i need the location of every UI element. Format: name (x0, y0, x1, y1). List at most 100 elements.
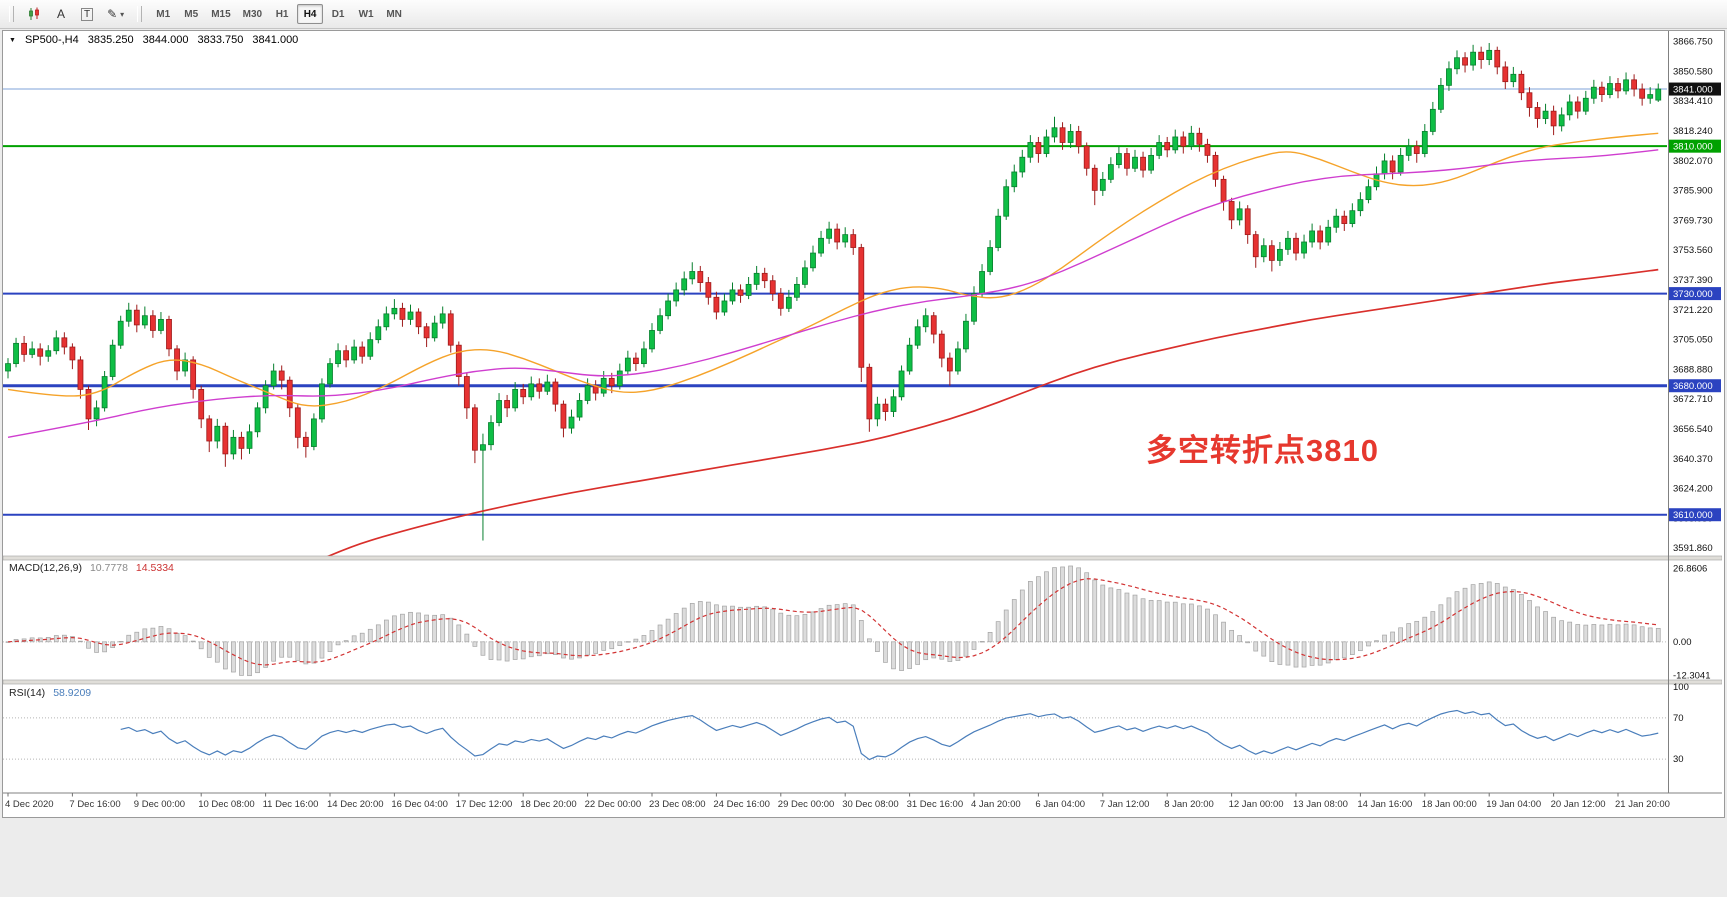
macd-histogram-bar (61, 634, 67, 643)
macd-histogram-bar (182, 635, 188, 643)
candle (101, 370, 108, 412)
toolbar-grip[interactable] (9, 6, 14, 22)
timeframe-button-m30[interactable]: M30 (238, 4, 267, 24)
candle (1003, 179, 1010, 220)
macd-histogram-bar (1140, 598, 1146, 643)
macd-histogram-bar (303, 641, 309, 665)
macd-histogram-bar (480, 641, 486, 656)
candle (1438, 77, 1444, 114)
macd-histogram-bar (1599, 624, 1605, 643)
timeframe-button-m15[interactable]: M15 (206, 4, 235, 24)
cursor-button[interactable]: A (49, 3, 73, 25)
one-click-trading-expander-icon[interactable]: ▼ (9, 36, 16, 44)
candle (367, 332, 374, 360)
macd-histogram-bar (512, 641, 518, 660)
time-axis-label: 10 Dec 08:00 (198, 799, 255, 810)
macd-histogram-bar (1527, 600, 1532, 643)
candle (737, 284, 744, 303)
macd-histogram-bar (400, 613, 405, 643)
candle (1244, 205, 1251, 244)
macd-histogram-bar (271, 641, 276, 662)
macd-pane[interactable] (3, 565, 1667, 677)
candle (761, 267, 768, 289)
timeframe-toolbar-grip[interactable] (137, 6, 143, 22)
pane-separator[interactable] (3, 679, 1722, 685)
candle (5, 358, 11, 379)
macd-histogram-bar (722, 605, 727, 643)
macd-histogram-bar (818, 608, 824, 643)
candle (1413, 140, 1420, 163)
price-axis-label: 3640.370 (1673, 454, 1713, 465)
timeframe-button-h1[interactable]: H1 (269, 4, 295, 24)
price-badge-3841.000: 3841.000 (1669, 82, 1721, 96)
macd-histogram-bar (1486, 581, 1492, 643)
candle (705, 277, 712, 305)
timeframe-button-m1[interactable]: M1 (150, 4, 176, 24)
macd-histogram-bar (585, 641, 590, 656)
macd-histogram-bar (673, 613, 679, 643)
timeframe-button-mn[interactable]: MN (381, 4, 407, 24)
macd-histogram-bar (1003, 609, 1009, 643)
candle (158, 312, 164, 335)
timeframe-button-group: M1 M5 M15 M30 H1 H4 D1 W1 MN (149, 4, 408, 24)
candle (963, 313, 969, 353)
macd-histogram-bar (1366, 641, 1371, 647)
price-axis[interactable]: 3866.750 3850.580 3834.410 3818.240 3802.070… (1668, 31, 1722, 793)
macd-histogram-bar (488, 641, 494, 660)
candle (1107, 157, 1114, 184)
ma-orange (7, 132, 1659, 407)
macd-histogram-bar (327, 641, 333, 652)
macd-histogram-bar (1470, 584, 1476, 643)
candle (1486, 42, 1493, 66)
macd-axis-label: -12.3041 (1673, 670, 1711, 681)
macd-histogram-bar (150, 627, 156, 643)
candle (1454, 50, 1460, 75)
macd-histogram-bar (408, 611, 413, 643)
rsi-axis-label: 30 (1673, 754, 1684, 765)
candle (480, 433, 486, 541)
rsi-pane[interactable] (3, 709, 1667, 761)
candle (657, 308, 663, 335)
macd-histogram-bar (190, 640, 196, 643)
candle (383, 306, 390, 331)
candle (1478, 46, 1485, 69)
candle (1429, 101, 1436, 136)
chart-annotation-text[interactable]: 多空转折点3810 (1146, 433, 1379, 468)
macd-histogram-bar (730, 605, 735, 643)
candle (1526, 87, 1533, 117)
timeframe-button-h4[interactable]: H4 (297, 4, 324, 24)
macd-histogram-bar (1269, 641, 1275, 663)
candle (681, 271, 688, 296)
macd-histogram-bar (1229, 629, 1234, 643)
candle (568, 409, 575, 434)
price-pane[interactable] (3, 42, 1667, 563)
candle (1204, 138, 1211, 163)
chart-canvas[interactable]: 4 Dec 2020 7 Dec 16:00 9 Dec 00:00 10 Dec 0… (3, 31, 1722, 815)
timeframe-button-d1[interactable]: D1 (325, 4, 351, 24)
timeframe-button-w1[interactable]: W1 (353, 4, 379, 24)
price-badge-label: 3810.000 (1673, 142, 1713, 153)
candle (230, 429, 237, 460)
macd-histogram-bar (263, 641, 268, 668)
macd-histogram-bar (907, 641, 912, 669)
candle (1655, 83, 1662, 102)
draw-button[interactable]: ✎ ▾ (101, 3, 130, 25)
macd-histogram-bar (947, 641, 953, 662)
macd-histogram-bar (979, 641, 985, 643)
candle (946, 352, 953, 386)
pane-separator[interactable] (3, 555, 1722, 561)
candle (955, 341, 961, 375)
price-axis-label: 3866.750 (1673, 37, 1713, 48)
time-axis-label: 24 Dec 16:00 (713, 799, 770, 810)
text-button[interactable]: T (75, 3, 99, 25)
macd-histogram-bar (963, 641, 969, 657)
macd-histogram-bar (899, 641, 904, 671)
charts-button[interactable] (21, 3, 47, 25)
candle (1365, 179, 1372, 204)
timeframe-button-m5[interactable]: M5 (178, 4, 204, 24)
candle (1067, 124, 1074, 149)
time-axis[interactable]: 4 Dec 2020 7 Dec 16:00 9 Dec 00:00 10 Dec 0… (3, 792, 1722, 810)
macd-histogram-bar (1108, 587, 1114, 643)
time-axis-label: 7 Dec 16:00 (69, 799, 120, 810)
macd-histogram-bar (351, 635, 357, 643)
